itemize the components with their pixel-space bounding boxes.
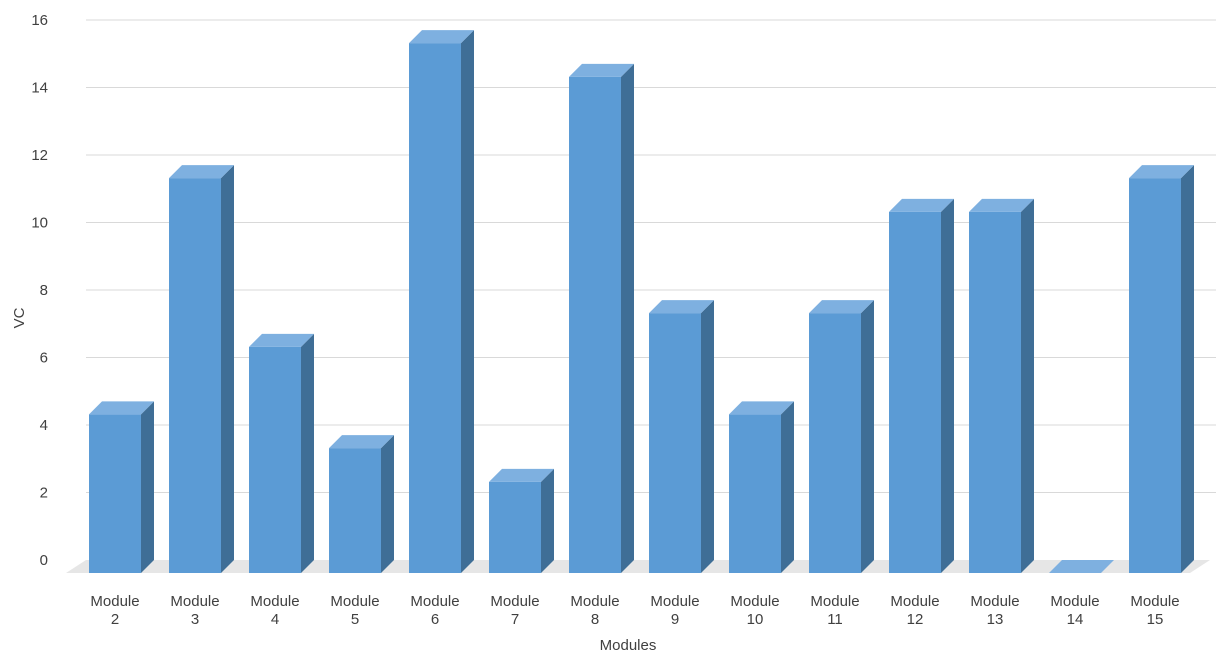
floor-plane (66, 560, 1210, 573)
x-tick-label: Module 13 (970, 593, 1019, 628)
bar-front (249, 346, 301, 573)
bar-front (969, 211, 1021, 573)
x-tick-label: Module 7 (490, 593, 539, 628)
x-tick-label: Module 2 (90, 593, 139, 628)
bar-side (221, 165, 234, 573)
bar (1049, 560, 1114, 573)
bar-side (541, 468, 554, 573)
y-tick-label: 12 (31, 147, 48, 164)
bar (489, 468, 554, 573)
y-axis-title: VC (11, 307, 28, 328)
bar-side (461, 30, 474, 573)
x-tick-label: Module 10 (730, 593, 779, 628)
y-tick-label: 0 (40, 552, 48, 569)
bar-side (781, 401, 794, 573)
bar (1129, 165, 1194, 573)
y-tick-label: 16 (31, 12, 48, 29)
bar-side (141, 401, 154, 573)
x-tick-label: Module 6 (410, 593, 459, 628)
x-axis-title: Modules (600, 637, 657, 652)
x-tick-label: Module 11 (810, 593, 859, 628)
y-tick-label: 10 (31, 215, 48, 232)
bar-side (381, 435, 394, 573)
bar-top (1049, 560, 1114, 573)
x-tick-label: Module 9 (650, 593, 699, 628)
bar-front (809, 313, 861, 573)
x-axis-ticks: Module 2 Module 3 Module 4 Module 5 Module 6 Modul… (90, 593, 1179, 628)
x-tick-label: Module 12 (890, 593, 939, 628)
bar-front (489, 481, 541, 573)
bar-top (409, 30, 474, 44)
bar-top (569, 63, 634, 77)
bar (969, 198, 1034, 573)
y-tick-label: 6 (40, 350, 48, 367)
bar-front (409, 43, 461, 573)
bar-top (969, 198, 1034, 212)
bar-side (941, 198, 954, 573)
bar (169, 165, 234, 573)
bar-top (169, 165, 234, 179)
bar (89, 401, 154, 573)
bar-front (889, 211, 941, 573)
x-tick-label: Module 4 (250, 593, 299, 628)
x-tick-label: Module 5 (330, 593, 379, 628)
bar-top (649, 300, 714, 314)
x-tick-label: Module 3 (170, 593, 219, 628)
bar (569, 63, 634, 573)
bar-side (861, 300, 874, 573)
bar-front (89, 414, 141, 573)
bar-top (249, 333, 314, 347)
chart-floor (66, 560, 1210, 573)
bar-top (489, 468, 554, 482)
bar-front (329, 448, 381, 573)
bar-top (889, 198, 954, 212)
bar-top (1129, 165, 1194, 179)
bar (729, 401, 794, 573)
bar-side (701, 300, 714, 573)
bar-front (569, 76, 621, 573)
bar-top (89, 401, 154, 415)
x-tick-label: Module 8 (570, 593, 619, 628)
bar-side (621, 63, 634, 573)
y-tick-label: 8 (40, 282, 48, 299)
bar-front (729, 414, 781, 573)
bar (809, 300, 874, 573)
bar (889, 198, 954, 573)
bar (409, 30, 474, 573)
bar-front (649, 313, 701, 573)
bar-top (329, 435, 394, 449)
bar-front (169, 178, 221, 573)
bar-side (1021, 198, 1034, 573)
bar-side (1181, 165, 1194, 573)
y-axis-ticks: 0 2 4 6 8 10 12 14 16 (31, 12, 48, 569)
bar-top (729, 401, 794, 415)
y-tick-label: 4 (40, 417, 48, 434)
y-tick-label: 14 (31, 80, 48, 97)
bar-top (809, 300, 874, 314)
bar (649, 300, 714, 573)
bar-front (1129, 178, 1181, 573)
bar-side (301, 333, 314, 573)
x-tick-label: Module 15 (1130, 593, 1179, 628)
bars (89, 30, 1194, 573)
bar (329, 435, 394, 573)
bar (249, 333, 314, 573)
y-tick-label: 2 (40, 485, 48, 502)
x-tick-label: Module 14 (1050, 593, 1099, 628)
